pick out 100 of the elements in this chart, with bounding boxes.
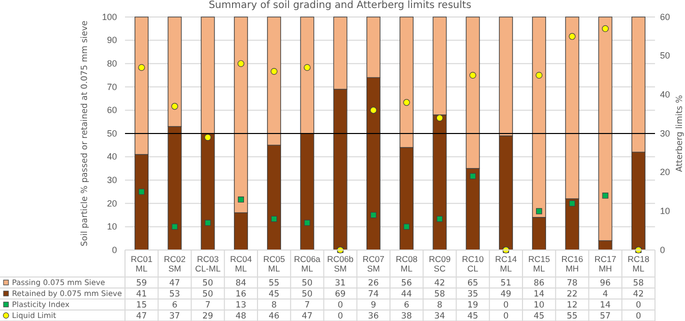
data-label: 38 [401, 311, 412, 321]
data-label: 31 [334, 278, 346, 288]
point [403, 99, 410, 106]
point [238, 196, 244, 203]
point [436, 216, 443, 222]
x-tick-label: RC07 SM [362, 254, 385, 274]
data-label: 19 [467, 300, 478, 310]
point [470, 173, 476, 180]
point [204, 134, 212, 141]
x-tick-label: RC01 ML [130, 254, 153, 274]
data-label: 58 [633, 278, 644, 288]
data-label: 74 [368, 289, 379, 300]
point [304, 220, 310, 226]
data-label: 6 [404, 300, 410, 310]
data-label: 37 [169, 311, 180, 321]
point [436, 114, 444, 122]
data-label: 50 [202, 278, 214, 288]
data-label: 55 [268, 278, 280, 288]
data-label: 78 [566, 278, 578, 288]
data-label: 45 [467, 311, 478, 321]
data-label: 26 [368, 278, 379, 288]
x-tick-label: RC14 ML [495, 254, 518, 274]
data-label: 47 [302, 311, 313, 321]
x-tick-label: RC08 ML [396, 254, 418, 274]
point [536, 72, 542, 79]
data-label: 6 [172, 300, 178, 310]
data-label: 9 [370, 300, 376, 310]
data-label: 36 [368, 311, 379, 321]
data-label: 10 [534, 300, 544, 310]
y2-tick-label: 20 [660, 167, 670, 178]
data-label: 0 [636, 300, 642, 310]
point [602, 25, 609, 32]
x-tick-label: RC17 MH [594, 254, 616, 274]
y2-tick-label: 40 [660, 90, 670, 100]
x-tick-label: RC10 CL [462, 254, 484, 274]
data-label: 53 [169, 289, 180, 300]
data-label: 42 [434, 278, 446, 288]
y-axis-title: Soil particle % passed or retained at 0.075 mm sieve [80, 20, 90, 246]
y-tick-label: 60 [106, 105, 117, 116]
data-label: 14 [600, 300, 611, 310]
y-tick-label: 90 [106, 35, 117, 46]
data-label: 58 [434, 289, 446, 300]
x-tick-label: RC05 ML [263, 254, 286, 274]
data-label: 13 [236, 300, 246, 310]
data-label: 0 [338, 311, 344, 321]
data-label: 86 [534, 278, 544, 288]
point [536, 208, 542, 214]
data-label: 8 [436, 300, 442, 310]
data-label: 50 [202, 289, 214, 300]
point [270, 68, 278, 75]
data-label: 29 [202, 311, 214, 321]
y-tick-label: 70 [106, 82, 117, 92]
y2-tick-label: 10 [660, 206, 670, 216]
data-label: 41 [136, 289, 147, 300]
y-tick-label: 100 [102, 12, 117, 22]
data-label: 49 [500, 289, 512, 300]
data-label: 7 [304, 300, 310, 310]
y-tick-label: 20 [106, 198, 117, 208]
data-label: 4 [602, 289, 608, 300]
data-label: 14 [534, 289, 544, 300]
data-label: 0 [503, 311, 509, 321]
x-tick-label: RC04 ML [230, 254, 252, 274]
x-tick-label: RC18 ML [628, 254, 650, 274]
data-label: 96 [600, 278, 611, 288]
point [304, 64, 311, 71]
data-label: 50 [302, 289, 313, 300]
data-label: 44 [401, 289, 412, 300]
point [404, 224, 410, 230]
point [138, 188, 145, 195]
y2-axis-title: Atterberg limits % [675, 94, 685, 172]
y-tick-label: 10 [106, 222, 117, 232]
point [172, 224, 178, 230]
data-label: 12 [566, 300, 578, 310]
x-tick-label: RC09 SC [428, 254, 451, 274]
data-label: 45 [534, 311, 544, 321]
x-tick-label: RC15 ML [528, 254, 550, 274]
x-tick-label: RC02 SM [164, 254, 186, 274]
data-label: 7 [205, 300, 211, 310]
point [238, 60, 244, 67]
data-label: 0 [503, 300, 509, 310]
y-tick-label: 50 [106, 128, 117, 138]
point [569, 200, 576, 206]
x-tick-label: RC06a ML [294, 254, 321, 274]
data-label: 51 [500, 278, 512, 288]
y2-tick-label: 30 [660, 128, 670, 138]
data-label: 46 [268, 311, 280, 321]
point [204, 220, 211, 226]
y-tick-label: 30 [106, 174, 117, 185]
x-tick-label: RC06b SM [327, 254, 354, 274]
data-label: 15 [136, 300, 147, 310]
point [271, 216, 278, 222]
data-label: 16 [236, 289, 246, 300]
y2-tick-label: 50 [660, 50, 670, 61]
data-label: 22 [566, 289, 578, 300]
y-tick-label: 80 [106, 58, 117, 68]
y-tick-label: 0 [112, 244, 117, 255]
data-label: 8 [271, 300, 277, 310]
data-label: 56 [401, 278, 412, 288]
data-label: 65 [467, 278, 478, 288]
data-label: 47 [169, 278, 180, 288]
